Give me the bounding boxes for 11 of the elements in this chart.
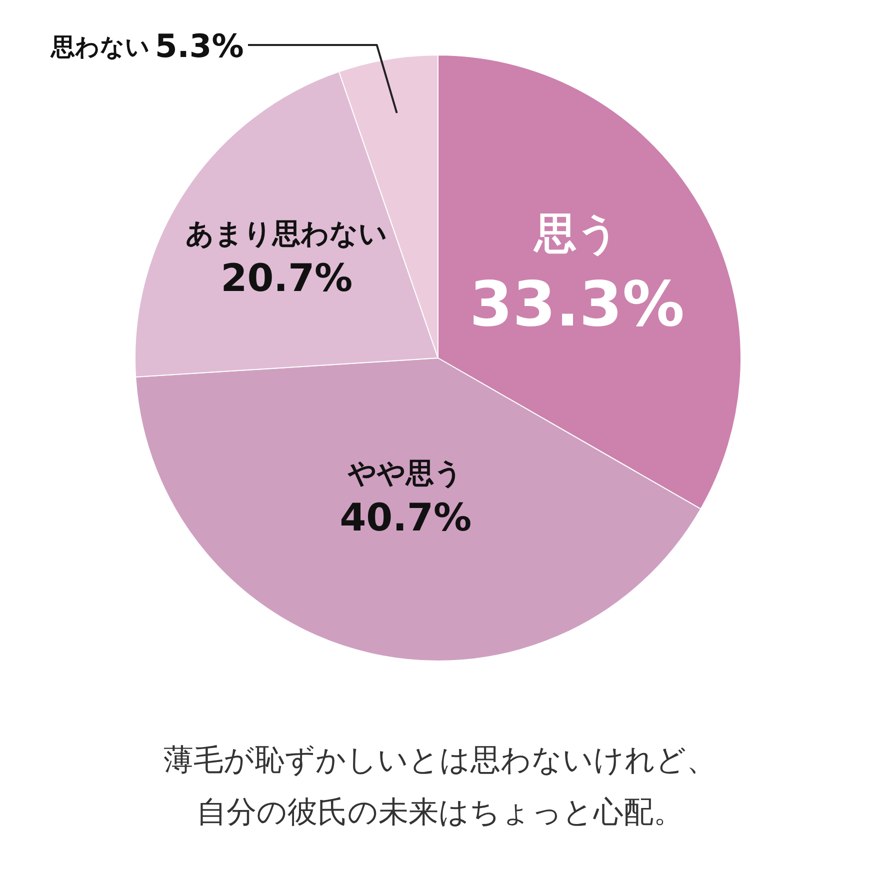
text: 自分の彼氏の未来はちょっと心配。: [196, 795, 684, 830]
data-label: 33.3%: [469, 268, 685, 341]
data-label: 5.3%: [155, 27, 244, 65]
slice-label: あまり思わない: [186, 217, 388, 250]
data-label: 40.7%: [340, 496, 472, 540]
data-label: 20.7%: [220, 256, 353, 300]
slice-label: 思わない: [50, 33, 150, 61]
slice-label: 思う: [532, 208, 620, 258]
slice-label: やや思う: [347, 456, 464, 490]
text: 薄毛が恥ずかしいとは思わないけれど、: [164, 743, 716, 778]
label-leader: 思わない 5.3%: [51, 27, 398, 114]
